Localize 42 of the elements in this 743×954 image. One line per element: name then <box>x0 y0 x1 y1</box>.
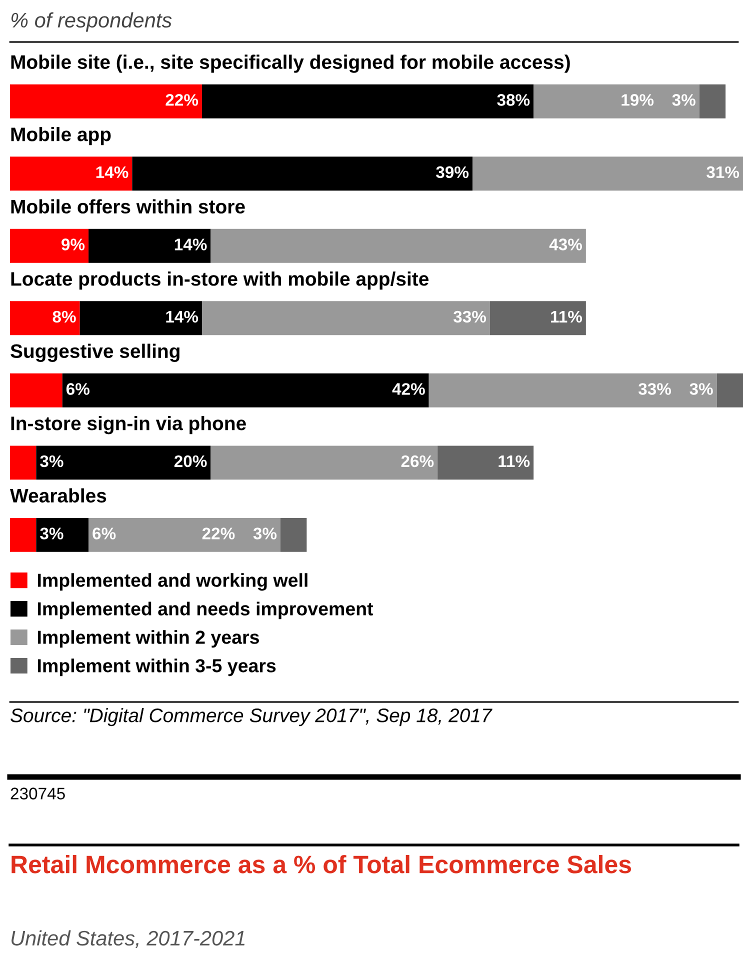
chart-title: % of respondents <box>11 12 172 32</box>
data-label: 33% <box>638 383 672 395</box>
legend-label: Implemented and working well <box>38 573 308 591</box>
data-label: 3% <box>672 94 696 106</box>
data-label: 20% <box>174 455 207 468</box>
source-note: Source: "Digital Commerce Survey 2017", Sep 18, 2017 <box>10 708 492 726</box>
data-label: 9% <box>62 238 85 250</box>
data-label: 14% <box>174 238 207 250</box>
data-label: 3% <box>40 455 64 468</box>
text: United States, 2017-2021 <box>12 930 245 948</box>
data-label: 19% <box>622 94 654 106</box>
data-label: 33% <box>453 310 486 323</box>
legend-label: Implemented and needs improvement <box>38 602 374 620</box>
data-label: 3% <box>40 528 64 540</box>
data-label: 6% <box>92 528 116 540</box>
y-tick-label: Mobile app <box>11 126 111 146</box>
y-tick-label: Mobile offers within store <box>11 199 245 214</box>
y-tick-label: Suggestive selling <box>10 344 180 362</box>
data-label: 11% <box>498 455 530 468</box>
data-label: 14% <box>96 166 128 178</box>
y-tick-label: Wearables <box>10 488 106 503</box>
data-label: 8% <box>52 310 76 323</box>
y-tick-label: Mobile site (i.e., site specifically designed for mobile access) <box>11 54 570 73</box>
legend-label: Implement within 3-5 years <box>38 658 276 676</box>
data-label: 14% <box>166 310 198 323</box>
legend-label: Implement within 2 years <box>38 630 259 648</box>
data-label: 3% <box>690 383 713 395</box>
data-label: 31% <box>706 166 740 178</box>
data-label: 38% <box>497 94 530 106</box>
data-label: 6% <box>66 383 90 395</box>
data-label: 3% <box>253 528 277 540</box>
data-label: 26% <box>401 455 434 468</box>
y-tick-label: In-store sign-in via phone <box>11 416 246 434</box>
data-label: 39% <box>436 166 469 178</box>
text: Retail Mcommerce as a % of Total Ecommerce Sales <box>12 855 632 874</box>
data-label: 42% <box>392 383 425 395</box>
data-label: 22% <box>166 94 198 106</box>
data-label: 11% <box>551 310 582 323</box>
data-label: 22% <box>202 528 235 540</box>
text: 230745 <box>10 788 65 800</box>
data-label: 43% <box>549 238 582 250</box>
y-tick-label: Locate products in-store with mobile app/site <box>11 272 429 290</box>
